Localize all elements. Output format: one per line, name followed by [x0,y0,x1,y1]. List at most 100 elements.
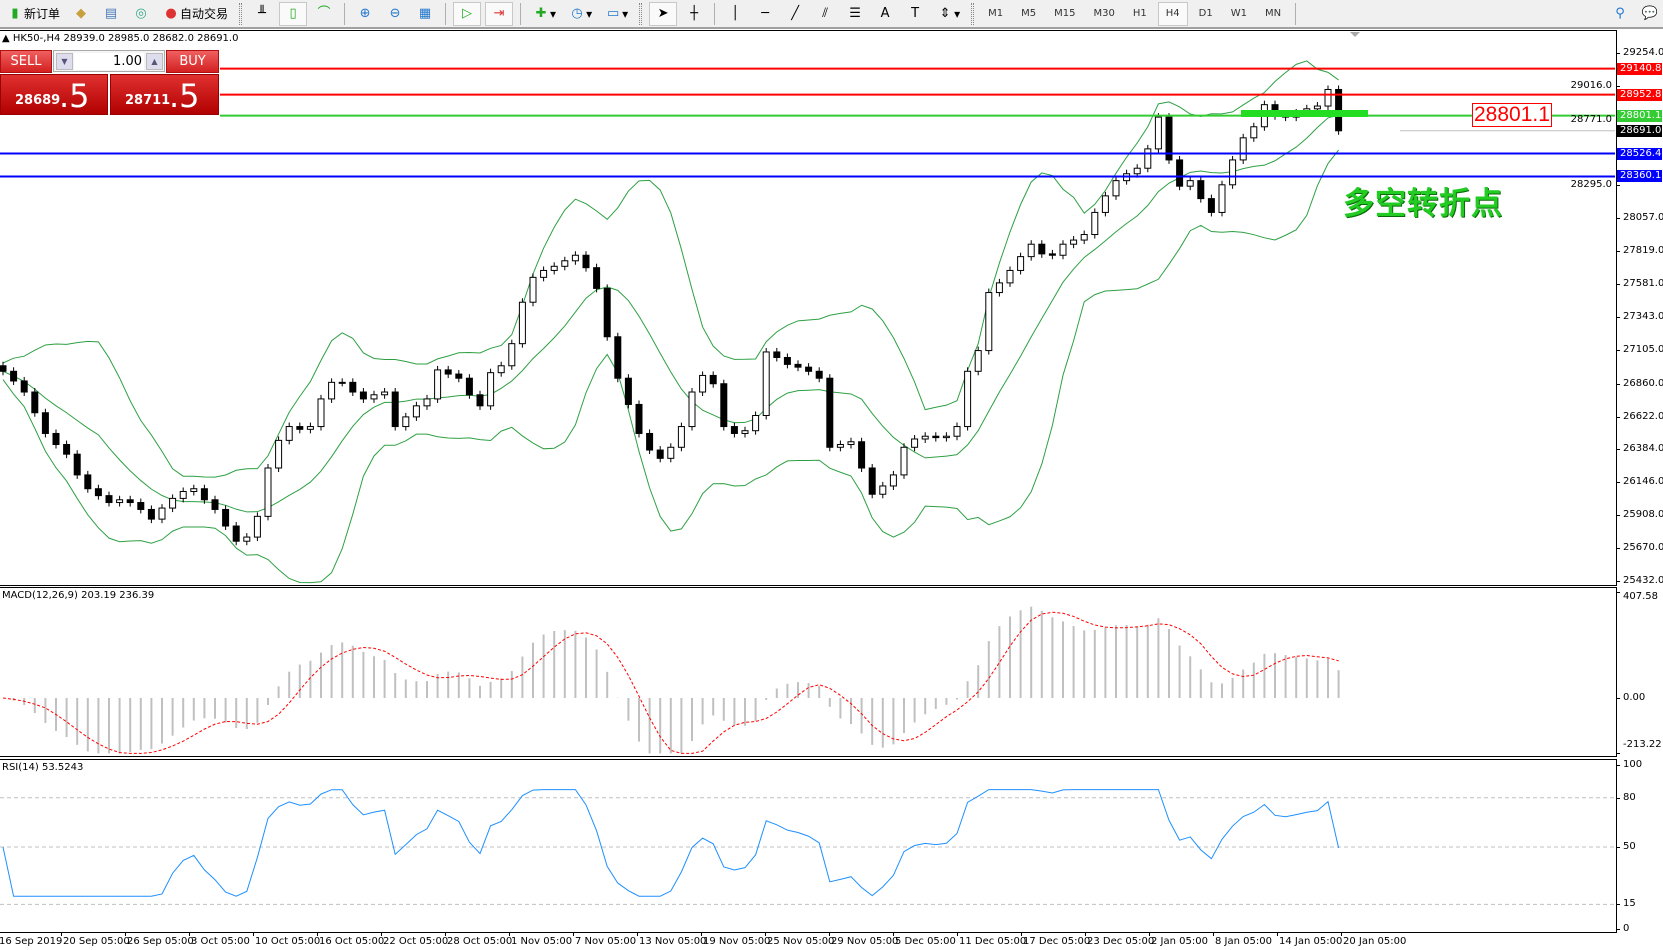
auto-trading-button[interactable]: ● 自动交易 [158,2,232,26]
timeframe-mn[interactable]: MN [1264,8,1282,19]
time-axis-label: 10 Oct 05:00 [255,936,321,947]
price-tick [1616,416,1620,418]
turning-point-annotation[interactable]: 多空转折点 [1343,186,1503,222]
candle-bull [275,439,283,469]
zoom-out-button[interactable]: ⊖ [382,2,408,26]
indicators-button[interactable]: ✚ ▾ [528,2,560,26]
crosshair-button[interactable]: ┼ [681,2,707,26]
timeframe-h1[interactable]: H1 [1132,8,1147,19]
timeframe-m30[interactable]: M30 [1093,8,1115,19]
search-button[interactable]: ⚲ [1607,2,1633,26]
price-axis-label: 28057.0 [1623,212,1663,224]
timeframe-m5[interactable]: M5 [1021,8,1037,19]
market-watch-button[interactable]: ◆ [68,2,94,26]
main-chart-panel[interactable] [0,30,1617,586]
rsi-panel[interactable] [0,759,1617,933]
candle-bear [773,351,781,358]
time-tick [445,932,446,936]
time-axis-label: 25 Nov 05:00 [767,936,835,947]
toolbar-grip[interactable] [639,2,643,25]
text-button[interactable]: A [872,2,898,26]
time-axis-label: 5 Dec 05:00 [895,936,956,947]
navigator-button[interactable]: ▤ [98,2,124,26]
one-click-trading-panel: SELL ▼ 1.00 ▲ BUY 28689 .5 28711 .5 [0,50,219,115]
candle-bear [709,374,717,385]
lot-decrease-button[interactable]: ▼ [56,53,73,70]
candlestick-button[interactable]: ▯ [279,1,308,26]
candle-bull [1186,180,1194,187]
macd-axis-label: 407.58 [1623,591,1658,602]
line-chart-button[interactable]: ⌒ [311,2,337,26]
candle-bull [1006,269,1014,284]
green-zone-bar [1241,110,1368,117]
candle-bear [41,412,49,434]
price-axis-label: 26622.0 [1623,410,1663,422]
candle-bull [1229,159,1237,186]
chat-button[interactable]: 💬 [1637,2,1663,26]
vertical-line-button[interactable]: │ [722,2,748,26]
trendline-icon: ╱ [791,5,800,21]
price-line-tag: 28801.1 [1617,109,1662,122]
time-axis-label: 16 Oct 05:00 [319,936,385,947]
time-tick [317,932,318,936]
candle-bear [200,488,208,501]
candle-bear [222,508,230,527]
time-axis-label: 7 Nov 05:00 [575,936,637,947]
price-line-tag: 28952.8 [1617,88,1662,101]
new-order-button[interactable]: ▮ 新订单 [2,2,64,26]
zoom-in-button[interactable]: ⊕ [352,2,378,26]
text-icon: A [880,5,890,21]
sell-price-box[interactable]: 28689 .5 [0,74,108,115]
chart-shift-button[interactable]: ⇥ [485,1,514,26]
toolbar-grip[interactable] [971,2,975,25]
lot-input[interactable]: 1.00 [74,53,144,70]
timeframe-w1[interactable]: W1 [1230,8,1247,19]
candle-bull [338,381,346,384]
auto-trading-label: 自动交易 [180,7,229,21]
timeframe-d1[interactable]: D1 [1198,8,1213,19]
cursor-button[interactable]: ➤ [649,1,678,26]
timeframe-m1[interactable]: M1 [988,8,1004,19]
macd-panel[interactable] [0,587,1617,757]
candle-bull [1144,148,1152,169]
price-axis-label: 27581.0 [1623,278,1663,290]
price-tick [1616,251,1620,253]
tile-windows-button[interactable]: ▦ [412,2,438,26]
candle-bull [550,265,558,271]
templates-button[interactable]: ▭ ▾ [600,2,632,26]
channel-button[interactable]: ⫽ [812,2,838,26]
time-axis-label: 20 Jan 05:00 [1343,936,1407,947]
time-axis-label: 1 Nov 05:00 [511,936,573,947]
timeframe-m15[interactable]: M15 [1054,8,1076,19]
trendline-button[interactable]: ╱ [782,2,808,26]
periods-button[interactable]: ◷ ▾ [564,2,596,26]
template-icon: ▭ [606,5,620,21]
buy-price-box[interactable]: 28711 .5 [110,74,219,115]
chat-icon: 💬 [1641,5,1659,21]
lot-increase-button[interactable]: ▲ [146,53,163,70]
clock-icon: ◷ [571,5,583,21]
candle-bull [836,444,844,448]
timeframe-h4[interactable]: H4 [1157,1,1188,26]
text-label-button[interactable]: T [902,2,928,26]
bar-chart-button[interactable]: ╨ [249,2,275,26]
price-annotation-label[interactable]: 28801.1 [1472,103,1552,127]
equidistant-channel-icon: ⫽ [822,5,829,21]
toolbar-grip[interactable] [239,2,243,25]
candle-bull [306,426,314,430]
horizontal-line-button[interactable]: ─ [752,2,778,26]
price-tick [1616,482,1620,484]
arrows-button[interactable]: ⇕ ▾ [932,2,964,26]
candle-bear [1197,180,1205,200]
price-axis-label: 29016.0 [1570,79,1612,91]
sell-button[interactable]: SELL [0,50,52,73]
fibonacci-button[interactable]: ☰ [842,2,868,26]
signals-button[interactable]: ◎ [128,2,154,26]
candle-bear [455,373,463,379]
folder-icon: ◆ [76,5,87,21]
rsi-tick [1616,929,1620,930]
buy-button[interactable]: BUY [166,50,219,73]
auto-scroll-button[interactable]: ▷ [453,1,482,26]
candle-bull [169,497,177,509]
